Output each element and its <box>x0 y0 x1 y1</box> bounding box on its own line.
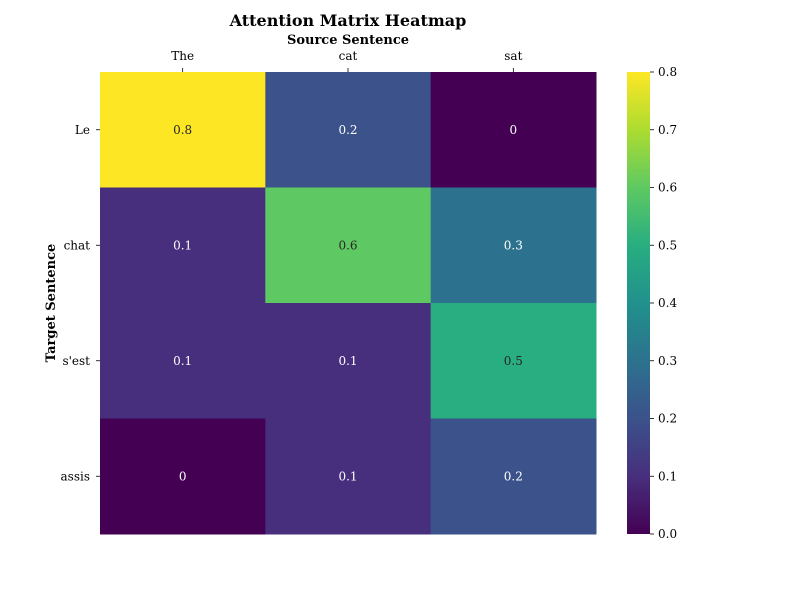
cell-value-label: 0.6 <box>338 238 357 252</box>
heatmap-cell <box>430 187 597 304</box>
x-tick-label: The <box>171 49 194 63</box>
x-tick-label: cat <box>339 49 358 63</box>
colorbar-tick-label: 0.6 <box>658 181 677 195</box>
y-tick-label: Le <box>75 123 90 137</box>
heatmap-cell <box>100 418 266 535</box>
colorbar-tick-label: 0.4 <box>658 296 677 310</box>
heatmap-cell <box>430 72 597 188</box>
colorbar-tick-label: 0.2 <box>658 412 677 426</box>
cell-value-label: 0.3 <box>504 238 523 252</box>
heatmap-cell <box>100 72 266 188</box>
chart-title: Attention Matrix Heatmap <box>229 11 467 30</box>
heatmap-cell <box>430 418 597 535</box>
cell-value-label: 0.1 <box>173 238 192 252</box>
heatmap-cell <box>100 187 266 304</box>
colorbar-tick-label: 0.5 <box>658 238 677 252</box>
cell-value-label: 0.2 <box>338 123 357 137</box>
heatmap-cell <box>100 303 266 419</box>
x-axis-title: Source Sentence <box>287 33 409 48</box>
colorbar-tick-label: 0.1 <box>658 469 677 483</box>
colorbar-tick-label: 0.8 <box>658 65 677 79</box>
y-tick-label: s'est <box>62 354 90 368</box>
heatmap-cell <box>265 418 432 535</box>
colorbar-tick-label: 0.7 <box>658 123 677 137</box>
cell-value-label: 0.1 <box>338 354 357 368</box>
cell-value-label: 0.1 <box>173 354 192 368</box>
cell-value-label: 0.1 <box>338 469 357 483</box>
colorbar-ticks: 0.0 0.1 0.2 0.3 0.4 0.5 0.6 0.7 0.8 <box>650 65 677 541</box>
y-tick-label: chat <box>64 238 91 252</box>
x-tick-label: sat <box>504 49 522 63</box>
heatmap-cell <box>265 72 432 188</box>
heatmap-cells <box>100 72 597 535</box>
y-tick-label: assis <box>61 469 90 483</box>
y-axis-ticks: Le chat s'est assis <box>61 123 100 483</box>
heatmap-cell-labels: 0.8 0.2 0 0.1 0.6 0.3 0.1 0.1 0.5 0 0.1 0.2 <box>173 123 523 484</box>
cell-value-label: 0.8 <box>173 123 192 137</box>
cell-value-label: 0.5 <box>504 354 523 368</box>
colorbar-tick-label: 0.3 <box>658 354 677 368</box>
cell-value-label: 0 <box>179 469 187 483</box>
heatmap-cell <box>265 187 432 304</box>
x-axis-ticks: The cat sat <box>171 49 523 72</box>
cell-value-label: 0.2 <box>504 469 523 483</box>
heatmap-cell <box>265 303 432 419</box>
colorbar-tick-label: 0.0 <box>658 527 677 541</box>
heatmap-cell <box>430 303 597 419</box>
colorbar <box>627 72 650 534</box>
y-axis-title: Target Sentence <box>44 244 59 363</box>
cell-value-label: 0 <box>510 123 518 137</box>
